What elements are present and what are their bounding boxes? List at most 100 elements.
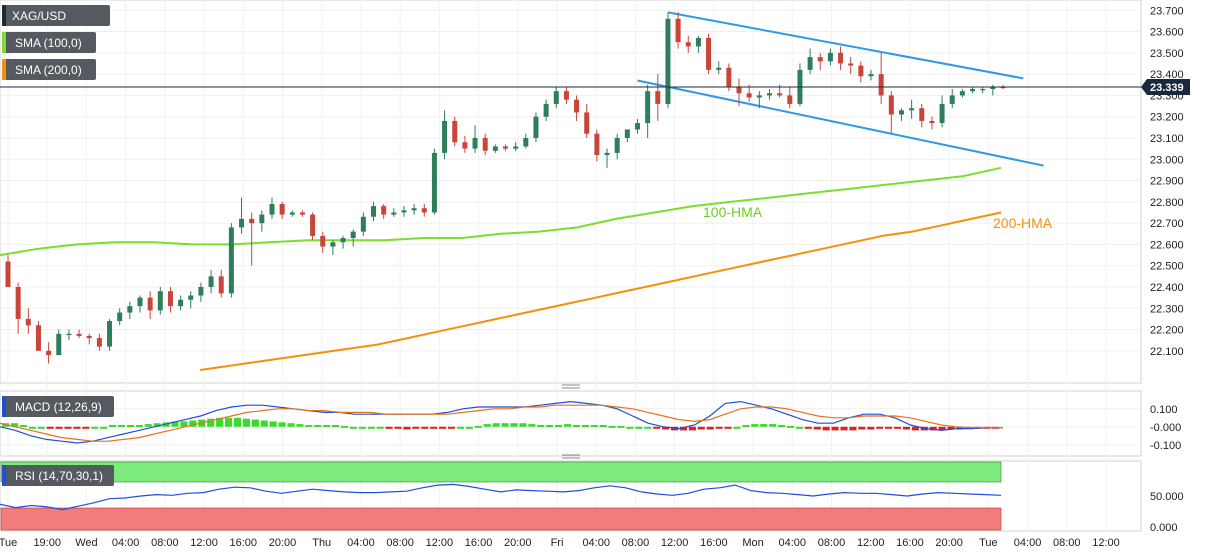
panel-resize-handle-rsi[interactable] [562, 454, 580, 459]
time-tick-label: Tue [979, 537, 998, 549]
macd-hist-bar [867, 426, 875, 430]
price-panel-frame [0, 0, 1142, 384]
candle-body [259, 214, 265, 224]
candle-body [76, 333, 82, 336]
price-tick-label: 22.900 [1150, 176, 1184, 188]
macd-hist-bar [171, 421, 179, 427]
trend-channel [637, 11, 1044, 167]
macd-hist-bar [599, 425, 607, 427]
macd-hist-bar [46, 426, 54, 429]
candle-body [310, 214, 316, 236]
macd-hist-bar [421, 426, 429, 429]
macd-hist-bar [590, 425, 598, 427]
macd-hist-bar [19, 425, 27, 427]
candle-body [645, 91, 651, 124]
macd-hist-bar [849, 426, 857, 431]
time-tick-label: 16:00 [896, 537, 924, 549]
time-tick-label: 20:00 [269, 537, 297, 549]
candle-body [218, 276, 224, 294]
candle-body [167, 291, 173, 307]
macd-hist-bar [929, 426, 937, 431]
candle-body [86, 335, 92, 339]
time-tick-label: 04:00 [779, 537, 807, 549]
svg-text:SMA (200,0): SMA (200,0) [15, 63, 82, 77]
candle-body [381, 206, 387, 215]
candle-body [482, 137, 488, 151]
macd-panel-frame [0, 390, 1142, 457]
candle-body [736, 86, 742, 94]
candle-body [949, 95, 955, 104]
macd-hist-bar [332, 425, 340, 427]
macd-hist-bar [635, 426, 643, 429]
price-tick-label: 22.600 [1150, 239, 1184, 251]
price-tick-label: 23.200 [1150, 112, 1184, 124]
macd-lines [0, 400, 1003, 444]
macd-hist-bar [91, 426, 99, 429]
candle-body [939, 103, 945, 124]
macd-hist-bar [37, 426, 45, 429]
candle-body [888, 95, 894, 115]
macd-hist-bar [822, 426, 830, 431]
candle-body [462, 142, 468, 149]
candle-body [391, 212, 397, 215]
trendline-lower [637, 79, 1044, 167]
macd-hist-bar [430, 426, 438, 429]
price-tick-label: 22.200 [1150, 325, 1184, 337]
macd-hist-bar [697, 426, 705, 430]
candle-body [46, 350, 52, 356]
legend-rsi[interactable]: RSI (14,70,30,1) [2, 465, 114, 486]
candle-body [289, 212, 295, 215]
macd-hist-bar [233, 417, 242, 427]
macd-hist-bar [10, 423, 19, 427]
macd-hist-bar [804, 426, 812, 429]
grid [0, 0, 1141, 531]
macd-hist-bar [885, 426, 893, 429]
macd-hist-bar [653, 426, 661, 429]
candle-body [533, 116, 539, 138]
candle-body [523, 137, 529, 147]
macd-hist-bar [144, 424, 152, 427]
macd-hist-bar [340, 425, 349, 428]
macd-hist-bar [947, 426, 955, 430]
macd-hist-bar [831, 426, 839, 431]
candle-body [320, 235, 326, 247]
legend-sma100[interactable]: SMA (100,0) [2, 32, 96, 53]
macd-hist-bar [394, 426, 402, 429]
macd-hist-bar [117, 425, 126, 427]
candle-body [838, 52, 844, 64]
macd-hist-bar [412, 426, 420, 429]
macd-hist-bar [733, 426, 741, 429]
candle-body [513, 146, 519, 149]
candle-body [299, 212, 305, 215]
macd-hist-bar [224, 417, 233, 427]
hma100-line [0, 166, 1002, 257]
candle-body [157, 291, 163, 311]
panel-resize-handle-macd[interactable] [562, 384, 580, 389]
rsi-line [0, 483, 1002, 511]
macd-hist-bar [64, 426, 72, 429]
candle-body [898, 110, 904, 115]
candle-body [685, 42, 691, 47]
price-tick-label: 23.100 [1150, 133, 1184, 145]
candle-body [442, 120, 448, 153]
macd-hist-bar [626, 426, 634, 429]
macd-hist-bar [126, 425, 135, 427]
candle-body [766, 93, 772, 96]
legend-sma200[interactable]: SMA (200,0) [2, 59, 96, 80]
candle-body [614, 137, 620, 153]
candle-body [25, 318, 31, 326]
candle-body [909, 108, 915, 111]
macd-hist-bar [679, 426, 688, 431]
last-price-badge: 23.339 [1141, 79, 1190, 95]
legend-symbol[interactable]: XAG/USD [2, 5, 110, 26]
time-tick-label: Mon [742, 537, 763, 549]
macd-hist-bar [153, 423, 161, 427]
price-tick-label: 23.000 [1150, 154, 1184, 166]
macd-hist-bar [403, 426, 411, 430]
macd-hist-bar [447, 426, 456, 429]
price-tick-label: 22.100 [1150, 346, 1184, 358]
candle-body [269, 203, 275, 215]
legend-macd[interactable]: MACD (12,26,9) [2, 396, 114, 417]
candle-body [56, 333, 62, 356]
macd-hist-bar [608, 425, 616, 428]
